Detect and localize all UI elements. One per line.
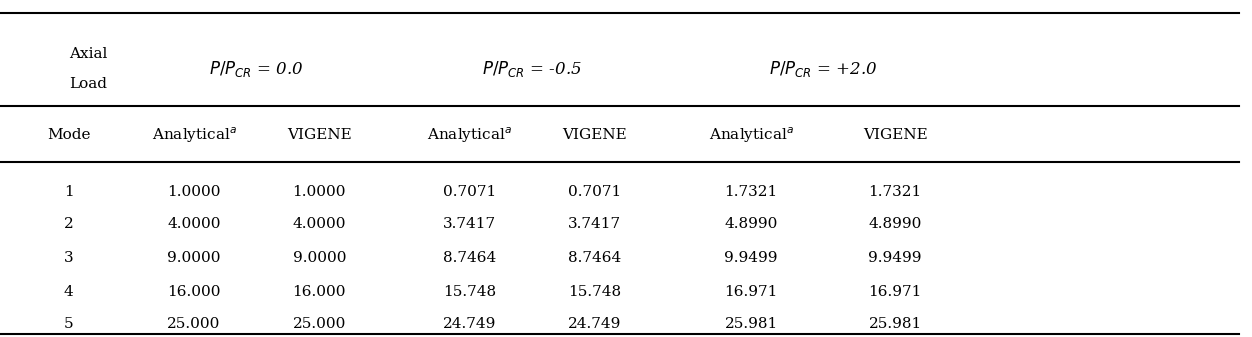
Text: 3.7417: 3.7417 [568, 217, 621, 231]
Text: Mode: Mode [48, 128, 90, 142]
Text: 9.0000: 9.0000 [293, 251, 346, 265]
Text: 15.748: 15.748 [568, 284, 621, 299]
Text: 16.971: 16.971 [869, 284, 921, 299]
Text: 8.7464: 8.7464 [568, 251, 621, 265]
Text: 3: 3 [64, 251, 74, 265]
Text: Analytical$^a$: Analytical$^a$ [709, 125, 794, 145]
Text: 1: 1 [64, 185, 74, 199]
Text: 16.000: 16.000 [168, 284, 220, 299]
Text: 24.749: 24.749 [443, 316, 496, 331]
Text: Load: Load [69, 77, 106, 91]
Text: 8.7464: 8.7464 [443, 251, 496, 265]
Text: 24.749: 24.749 [568, 316, 621, 331]
Text: 25.981: 25.981 [869, 316, 921, 331]
Text: $P/P_{CR}$ = 0.0: $P/P_{CR}$ = 0.0 [209, 59, 304, 79]
Text: 4.0000: 4.0000 [293, 217, 346, 231]
Text: 5: 5 [64, 316, 74, 331]
Text: 16.971: 16.971 [725, 284, 777, 299]
Text: 2: 2 [64, 217, 74, 231]
Text: 9.0000: 9.0000 [168, 251, 220, 265]
Text: 9.9499: 9.9499 [725, 251, 777, 265]
Text: Analytical$^a$: Analytical$^a$ [427, 125, 512, 145]
Text: Analytical$^a$: Analytical$^a$ [151, 125, 237, 145]
Text: Axial: Axial [69, 47, 108, 61]
Text: 4.8990: 4.8990 [869, 217, 921, 231]
Text: 1.0000: 1.0000 [168, 185, 220, 199]
Text: $P/P_{CR}$ = +2.0: $P/P_{CR}$ = +2.0 [770, 59, 878, 79]
Text: 4.8990: 4.8990 [725, 217, 777, 231]
Text: 1.7321: 1.7321 [869, 185, 921, 199]
Text: 1.0000: 1.0000 [293, 185, 346, 199]
Text: 25.000: 25.000 [293, 316, 346, 331]
Text: 1.7321: 1.7321 [725, 185, 777, 199]
Text: 16.000: 16.000 [293, 284, 346, 299]
Text: $P/P_{CR}$ = -0.5: $P/P_{CR}$ = -0.5 [482, 59, 582, 79]
Text: 25.981: 25.981 [725, 316, 777, 331]
Text: 15.748: 15.748 [443, 284, 496, 299]
Text: VIGENE: VIGENE [562, 128, 627, 142]
Text: 3.7417: 3.7417 [443, 217, 496, 231]
Text: 25.000: 25.000 [168, 316, 220, 331]
Text: 9.9499: 9.9499 [869, 251, 921, 265]
Text: 4.0000: 4.0000 [168, 217, 220, 231]
Text: VIGENE: VIGENE [863, 128, 928, 142]
Text: 4: 4 [64, 284, 74, 299]
Text: VIGENE: VIGENE [287, 128, 352, 142]
Text: 0.7071: 0.7071 [443, 185, 496, 199]
Text: 0.7071: 0.7071 [568, 185, 621, 199]
